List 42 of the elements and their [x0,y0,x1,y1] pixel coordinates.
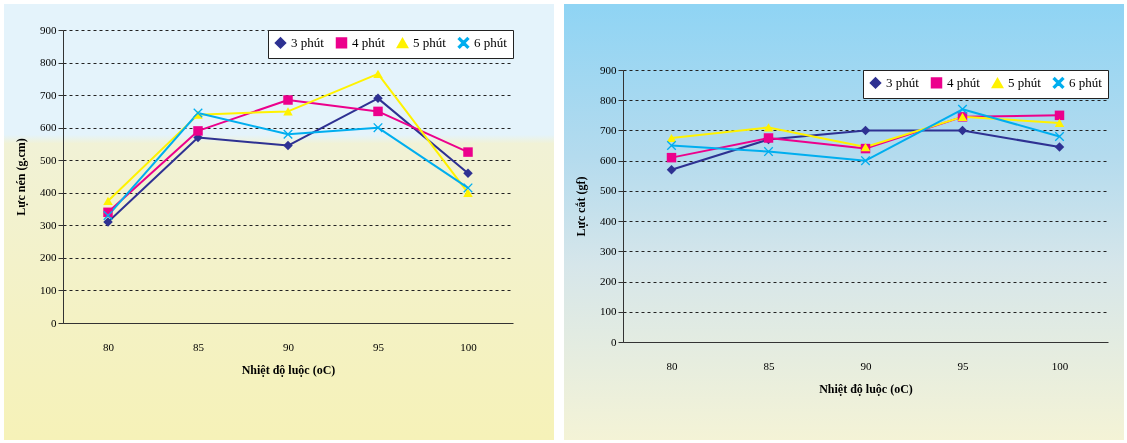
y-tick-label: 200 [600,275,617,288]
legend-label: 4 phút [352,34,386,50]
y-tick-label: 100 [600,305,617,318]
x-tick-label: 90 [860,359,872,372]
y-axis-title: Lực cắt (gf) [574,176,588,237]
x-tick-label: 85 [193,340,205,353]
legend-label: 6 phút [1069,74,1103,90]
y-tick-label: 700 [40,88,57,101]
x-axis-title: Nhiệt độ luộc (oC) [241,362,336,377]
legend-label: 3 phút [886,74,920,90]
legend-label: 5 phút [1008,75,1042,91]
y-tick-label: 800 [40,56,57,69]
x-tick-label: 80 [666,359,678,372]
y-axis-title: Lực nén (g.cm) [14,138,28,216]
y-tick-label: 600 [600,154,617,167]
x-tick-label: 85 [763,359,775,372]
y-tick-label: 400 [40,186,57,199]
x-tick-label: 90 [283,340,295,353]
x-tick-label: 100 [460,340,478,353]
x-tick-label: 95 [957,359,969,372]
y-tick-label: 900 [40,23,57,36]
x-tick-label: 80 [103,340,115,353]
legend-label: 5 phút [413,35,447,51]
x-tick-label: 95 [373,340,385,353]
y-tick-label: 600 [40,121,57,134]
y-tick-label: 100 [40,283,57,296]
y-tick-label: 0 [611,335,617,348]
y-tick-label: 0 [51,316,57,329]
y-tick-label: 300 [600,244,617,257]
y-tick-label: 500 [40,153,57,166]
y-tick-label: 700 [600,123,617,136]
y-tick-label: 500 [600,184,617,197]
y-tick-label: 300 [40,218,57,231]
y-tick-label: 900 [600,63,617,76]
legend-label: 4 phút [947,74,981,90]
x-axis-title: Nhiệt độ luộc (oC) [819,381,913,396]
legend-label: 6 phút [474,34,508,50]
x-tick-label: 100 [1051,359,1069,372]
legend-label: 3 phút [291,34,325,50]
y-tick-label: 400 [600,214,617,227]
y-tick-label: 800 [600,93,617,106]
y-tick-label: 200 [40,251,57,264]
